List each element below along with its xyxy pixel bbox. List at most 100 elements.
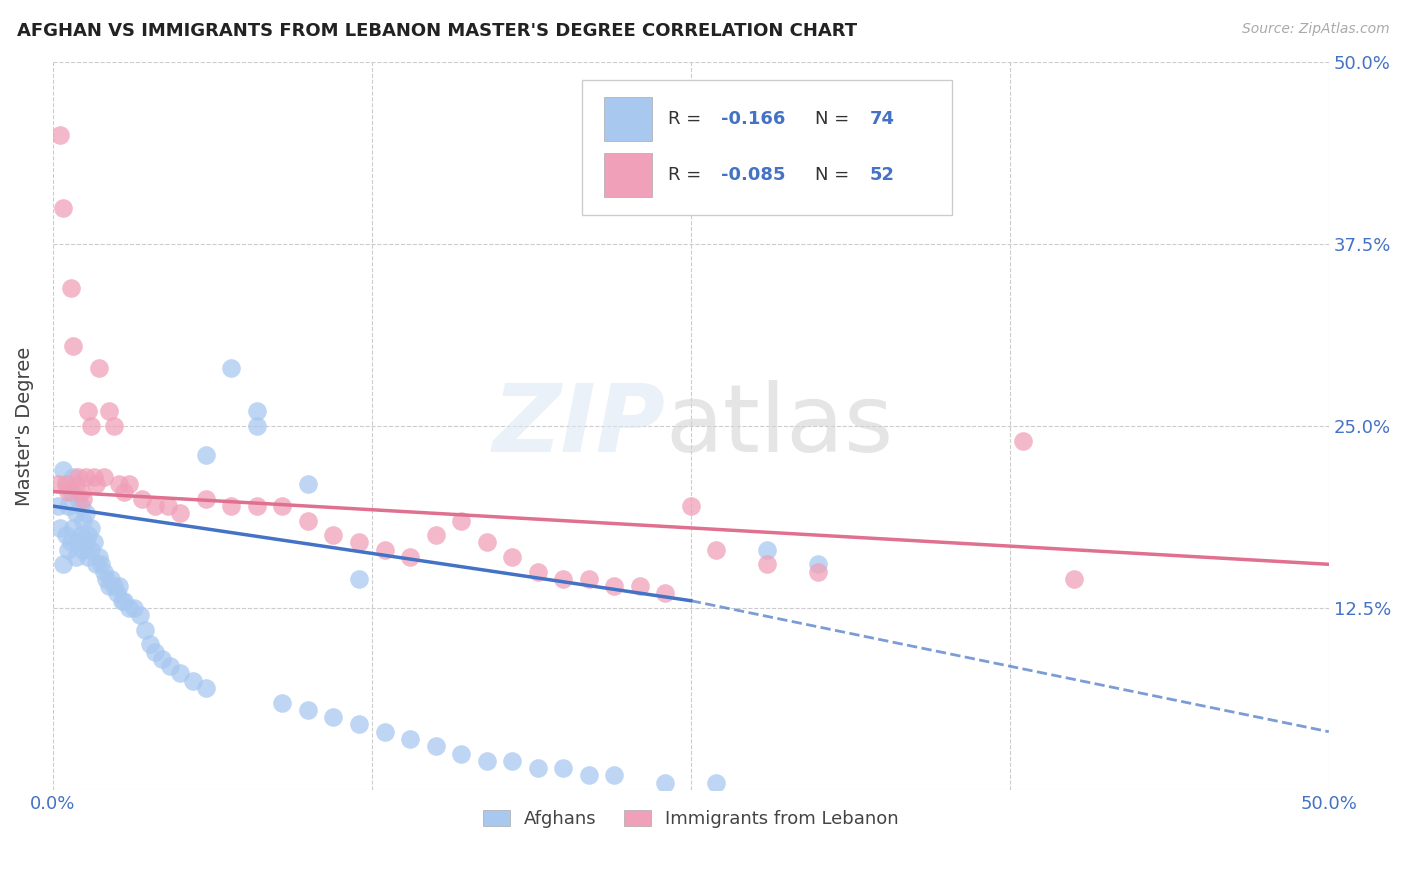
Point <box>83 470 105 484</box>
Point <box>756 558 779 572</box>
Point <box>679 499 702 513</box>
Point <box>80 542 103 557</box>
Point <box>756 542 779 557</box>
Point <box>221 360 243 375</box>
Point <box>322 528 344 542</box>
Point <box>72 491 94 506</box>
Text: atlas: atlas <box>665 380 893 472</box>
Point <box>578 768 600 782</box>
Point <box>501 754 523 768</box>
Point <box>156 499 179 513</box>
Point <box>271 499 294 513</box>
Point <box>75 470 97 484</box>
Point <box>578 572 600 586</box>
Text: AFGHAN VS IMMIGRANTS FROM LEBANON MASTER'S DEGREE CORRELATION CHART: AFGHAN VS IMMIGRANTS FROM LEBANON MASTER… <box>17 22 858 40</box>
Point <box>112 593 135 607</box>
Point <box>69 499 91 513</box>
Bar <box>605 153 652 197</box>
Point <box>83 535 105 549</box>
Point <box>347 535 370 549</box>
Point <box>194 491 217 506</box>
Point <box>399 549 422 564</box>
Point <box>97 404 120 418</box>
Point <box>112 484 135 499</box>
Point <box>181 673 204 688</box>
Point <box>97 579 120 593</box>
Text: Source: ZipAtlas.com: Source: ZipAtlas.com <box>1241 22 1389 37</box>
Point <box>704 542 727 557</box>
Point <box>62 339 84 353</box>
Point <box>152 652 174 666</box>
Point <box>52 201 75 215</box>
Point <box>67 470 90 484</box>
Point <box>169 507 191 521</box>
Point <box>52 463 75 477</box>
Text: -0.085: -0.085 <box>721 166 786 184</box>
Text: 52: 52 <box>869 166 894 184</box>
Point <box>77 549 100 564</box>
Point <box>246 404 269 418</box>
Point <box>246 419 269 434</box>
Point <box>399 731 422 746</box>
Point <box>49 128 72 142</box>
Point <box>1063 572 1085 586</box>
Point <box>425 528 447 542</box>
Point <box>297 514 319 528</box>
Point <box>194 681 217 695</box>
Point <box>553 572 575 586</box>
Point <box>297 477 319 491</box>
Point <box>553 761 575 775</box>
Point <box>87 549 110 564</box>
Point <box>128 608 150 623</box>
Point <box>108 477 131 491</box>
Text: R =: R = <box>668 110 707 128</box>
Point <box>373 724 395 739</box>
Text: ZIP: ZIP <box>492 380 665 472</box>
Point <box>475 754 498 768</box>
Point <box>84 558 107 572</box>
Point <box>49 521 72 535</box>
Point <box>80 521 103 535</box>
Text: N =: N = <box>814 110 855 128</box>
Point <box>654 775 676 789</box>
Point <box>105 586 128 600</box>
Point <box>93 470 115 484</box>
Point <box>46 499 69 513</box>
Point <box>501 549 523 564</box>
Point <box>65 477 87 491</box>
Point <box>297 703 319 717</box>
Point <box>65 549 87 564</box>
Point <box>1011 434 1033 448</box>
Point <box>65 507 87 521</box>
Point <box>603 579 626 593</box>
Y-axis label: Master's Degree: Master's Degree <box>15 346 34 506</box>
Point <box>603 768 626 782</box>
Point <box>111 593 134 607</box>
Point <box>138 637 160 651</box>
Point <box>59 484 82 499</box>
Point <box>159 659 181 673</box>
Point <box>93 565 115 579</box>
Point <box>52 558 75 572</box>
Point <box>221 499 243 513</box>
Point <box>87 360 110 375</box>
Point <box>56 484 79 499</box>
Point <box>450 747 472 761</box>
Point <box>450 514 472 528</box>
Point <box>62 521 84 535</box>
Point <box>131 491 153 506</box>
Point <box>143 645 166 659</box>
Point <box>77 404 100 418</box>
Point <box>103 419 125 434</box>
Text: 74: 74 <box>869 110 894 128</box>
Point <box>271 696 294 710</box>
Point <box>46 477 69 491</box>
Point <box>90 558 112 572</box>
Point <box>807 565 830 579</box>
Point <box>169 666 191 681</box>
Point <box>96 572 118 586</box>
Point <box>246 499 269 513</box>
Point <box>59 281 82 295</box>
Point <box>55 477 77 491</box>
Point <box>59 535 82 549</box>
